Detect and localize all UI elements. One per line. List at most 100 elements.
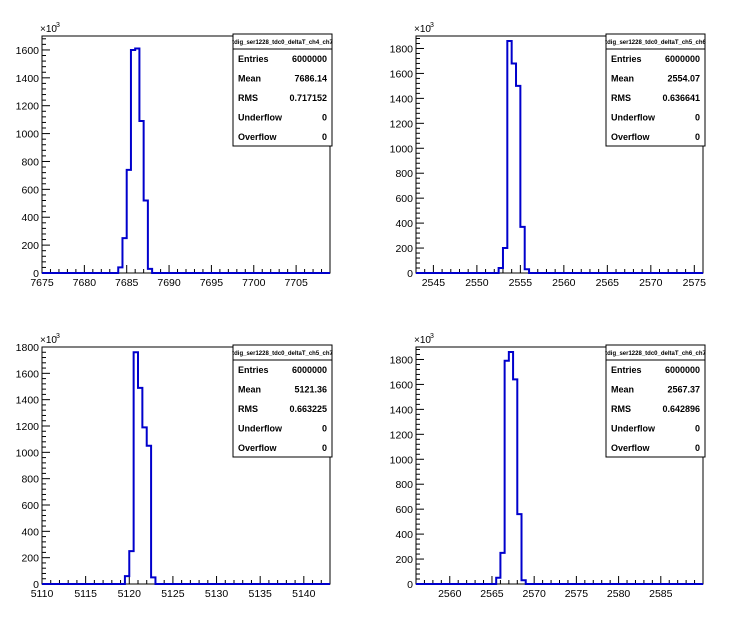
stats-overflow-value: 0 (322, 443, 327, 453)
y-tick-label: 1800 (390, 43, 414, 55)
histogram-bin (139, 121, 143, 273)
y-tick-label: 0 (407, 579, 413, 591)
x-tick-label: 2565 (596, 277, 620, 289)
y-tick-label: 1000 (16, 129, 40, 141)
x-tick-label: 2550 (465, 277, 489, 289)
y-tick-label: 1400 (390, 93, 414, 105)
stats-title: tdig_ser1228_tdc0_deltaT_ch6_ch7 (605, 351, 706, 357)
histogram-bin (118, 267, 122, 273)
stats-rms-value: 0.642896 (662, 404, 700, 414)
y-multiplier-exponent: 3 (56, 22, 60, 29)
y-tick-label: 1200 (390, 429, 414, 441)
histogram-pad-3: 5110 5115 5120 5125 5130 5135 5140 0 200 400 600 80… (16, 333, 334, 600)
histogram-series-line (42, 47, 330, 274)
y-multiplier-label: ×10 (40, 335, 57, 346)
histogram-series-line (42, 351, 330, 585)
stats-rms-value: 0.717152 (289, 93, 327, 103)
histogram-bin (151, 577, 155, 584)
stats-overflow-label: Overflow (611, 132, 651, 142)
stats-mean-label: Mean (611, 74, 634, 84)
histogram-bin (505, 361, 509, 584)
y-tick-label: 1600 (390, 68, 414, 80)
x-tick-label: 5120 (118, 588, 142, 600)
x-tick-label: 2570 (522, 588, 546, 600)
stats-underflow-label: Underflow (611, 113, 656, 123)
y-tick-label: 400 (395, 218, 413, 230)
x-tick-label: 2585 (649, 588, 673, 600)
stats-entries-value: 6000000 (665, 54, 700, 64)
stats-overflow-label: Overflow (238, 132, 278, 142)
histogram-bin (138, 388, 142, 584)
stats-entries-value: 6000000 (292, 54, 327, 64)
histogram-bin (512, 63, 516, 273)
x-tick-label: 2545 (422, 277, 446, 289)
x-tick-label: 5115 (74, 588, 97, 600)
y-tick-label: 800 (21, 474, 39, 486)
y-tick-label: 1800 (390, 354, 414, 366)
histogram-bin (499, 268, 503, 273)
x-tick-label: 5125 (161, 588, 185, 600)
stats-overflow-value: 0 (322, 132, 327, 142)
histogram-bin (496, 578, 500, 584)
stats-underflow-label: Underflow (238, 113, 283, 123)
y-tick-label: 800 (395, 479, 413, 491)
x-tick-label: 7675 (30, 277, 54, 289)
y-tick-label: 0 (33, 579, 39, 591)
histogram-bin (513, 379, 517, 584)
stats-underflow-label: Underflow (238, 424, 283, 434)
stats-mean-value: 2567.37 (667, 385, 700, 395)
stats-overflow-value: 0 (695, 443, 700, 453)
histogram-bin (517, 514, 521, 584)
y-tick-label: 1400 (390, 404, 414, 416)
stats-mean-label: Mean (238, 74, 261, 84)
y-tick-label: 600 (21, 184, 39, 196)
stats-entries-label: Entries (238, 54, 269, 64)
x-tick-label: 2560 (438, 588, 462, 600)
histogram-bin (522, 580, 526, 584)
histogram-bin (142, 427, 146, 584)
stats-entries-label: Entries (611, 365, 642, 375)
stats-mean-value: 5121.36 (294, 385, 327, 395)
histogram-series-line (416, 39, 703, 274)
y-multiplier-label: ×10 (40, 24, 57, 35)
x-tick-label: 2560 (552, 277, 576, 289)
x-tick-label: 2555 (509, 277, 533, 289)
y-tick-label: 200 (21, 240, 39, 252)
histogram-bin (144, 201, 148, 273)
stats-entries-value: 6000000 (292, 365, 327, 375)
x-tick-label: 2570 (639, 277, 663, 289)
histogram-bin (147, 446, 151, 584)
stats-mean-label: Mean (238, 385, 261, 395)
histogram-bin (507, 41, 511, 273)
x-tick-label: 2575 (683, 277, 707, 289)
histogram-bin (520, 227, 524, 273)
x-tick-label: 2575 (565, 588, 589, 600)
y-tick-label: 800 (395, 168, 413, 180)
y-tick-label: 1000 (390, 143, 414, 155)
y-tick-label: 1600 (390, 379, 414, 391)
histogram-series-line (416, 350, 703, 585)
y-multiplier-exponent: 3 (430, 22, 434, 29)
x-tick-label: 5135 (249, 588, 273, 600)
y-tick-label: 1600 (16, 368, 40, 380)
stats-rms-value: 0.636641 (662, 93, 700, 103)
stats-underflow-label: Underflow (611, 424, 656, 434)
y-tick-label: 600 (395, 504, 413, 516)
stats-mean-value: 2554.07 (667, 74, 700, 84)
histogram-bin (509, 352, 513, 584)
histogram-bin (127, 170, 131, 273)
y-tick-label: 200 (395, 243, 413, 255)
histogram-pad-1: 7675 7680 7685 7690 7695 7700 7705 0 200 400 600 80… (16, 22, 334, 289)
y-tick-label: 1200 (390, 118, 414, 130)
x-tick-label: 5130 (205, 588, 229, 600)
histogram-bin (134, 352, 138, 584)
y-tick-label: 400 (395, 529, 413, 541)
histogram-bin (500, 553, 504, 584)
x-tick-label: 5140 (292, 588, 316, 600)
x-tick-label: 5110 (31, 588, 54, 600)
y-tick-label: 0 (407, 268, 413, 280)
y-multiplier-exponent: 3 (430, 333, 434, 340)
stats-underflow-value: 0 (695, 424, 700, 434)
y-multiplier-label: ×10 (414, 335, 431, 346)
